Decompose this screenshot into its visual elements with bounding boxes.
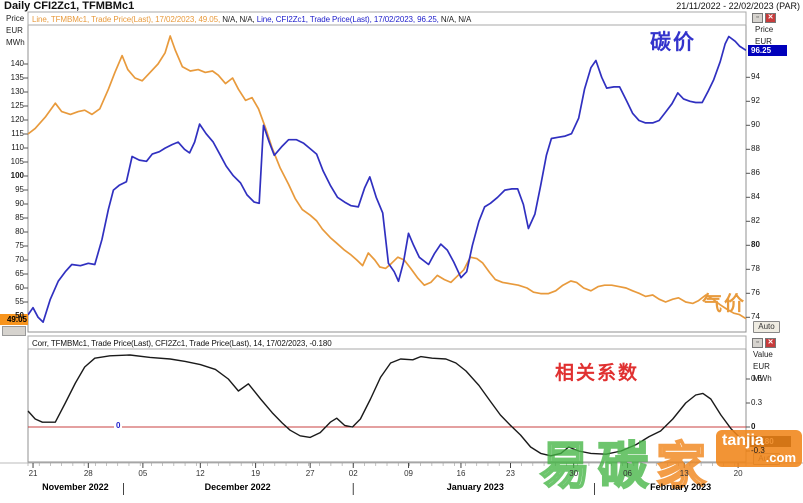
y-tick-label: 92 <box>751 96 760 106</box>
x-day-label: 27 <box>305 469 315 478</box>
y-tick-label: 78 <box>751 264 760 274</box>
x-day-label: 21 <box>28 469 38 478</box>
corr-annotation: 相关系数 <box>555 363 640 384</box>
y-tick-label: 84 <box>751 192 760 202</box>
x-day-label: 13 <box>679 469 689 478</box>
x-month-label: November 2022 <box>42 482 109 492</box>
carbon-annotation: 碳价 <box>650 31 696 54</box>
carbon-price-line <box>27 35 747 323</box>
y-tick-label: 120 <box>10 115 24 124</box>
right-axis-title-eur: EUR <box>755 37 772 46</box>
x-day-label: 16 <box>456 469 466 478</box>
x-day-label: 20 <box>733 469 743 478</box>
y-tick-label: 94 <box>751 72 760 82</box>
y-tick-label: 130 <box>10 87 24 96</box>
watermark-site-badge: tanjia .com <box>716 430 802 467</box>
y-tick-label: 65 <box>15 269 24 278</box>
restore-icon[interactable]: ▫ <box>752 13 763 23</box>
top-legend: Line, TFMBMc1, Trade Price(Last), 17/02/… <box>32 15 471 24</box>
value-axis-title-mwh: MWh <box>753 374 772 383</box>
lower-legend-box <box>27 335 747 350</box>
last-price-badge-gas: 49.05 <box>0 314 28 325</box>
watermark-char-jia: 家 <box>655 437 707 495</box>
watermark-tld: .com <box>765 450 796 465</box>
right-axis-title-price: Price <box>755 25 774 34</box>
y-tick-label: 76 <box>751 288 760 298</box>
axis-scroll-box[interactable] <box>2 326 26 336</box>
y-tick-label: -0.3 <box>751 446 765 455</box>
y-tick-label: 50 <box>15 311 24 320</box>
legend-na-2: N/A, N/A <box>438 15 472 24</box>
upper-legend-box <box>27 11 747 26</box>
x-month-label: December 2022 <box>204 482 271 492</box>
corr-legend: Corr, TFMBMc1, Trade Price(Last), CFI2Zc… <box>32 339 332 348</box>
date-range: 21/11/2022 - 22/02/2023 (PAR) <box>676 1 800 11</box>
y-tick-label: 80 <box>15 227 24 236</box>
close-icon[interactable]: ✕ <box>765 13 776 23</box>
watermark-site: tanjia <box>722 432 764 449</box>
auto-scale-button-top[interactable]: Auto <box>753 321 780 333</box>
y-tick-label: 55 <box>15 297 24 306</box>
x-day-label: 09 <box>404 469 413 478</box>
y-tick-label: 70 <box>15 255 24 264</box>
close-icon-lower[interactable]: ✕ <box>765 338 776 348</box>
zero-line-label: 0 <box>114 421 123 430</box>
watermark-char-yi: 易 <box>539 437 591 495</box>
x-day-label: 28 <box>83 469 93 478</box>
right-axis-title: Price EUR <box>755 24 773 48</box>
x-day-label: 05 <box>138 469 148 478</box>
gas-annotation: 气价 <box>702 293 746 315</box>
x-month-label: February 2023 <box>650 482 712 492</box>
y-tick-label: 95 <box>15 185 24 194</box>
x-day-label: 02 <box>348 469 358 478</box>
legend-na-1: N/A, N/A, <box>220 15 257 24</box>
left-axis-title-eur: EUR <box>6 26 23 35</box>
gas-price-line <box>27 35 747 320</box>
watermark: 易 碳 家 tanjia .com <box>539 422 803 502</box>
carbon-legend-text: Line, CFI2Zc1, Trade Price(Last), 17/02/… <box>256 15 439 24</box>
y-tick-label: 105 <box>10 157 24 166</box>
x-day-label: 12 <box>195 469 205 478</box>
correlation-line <box>27 354 747 457</box>
watermark-char-tan: 碳 <box>597 437 649 495</box>
y-tick-label: 75 <box>15 241 24 250</box>
y-tick-label: 85 <box>15 213 24 222</box>
value-axis-title-value: Value <box>753 350 773 359</box>
left-axis-title-mwh: MWh <box>6 38 25 47</box>
x-day-label: 23 <box>506 469 515 478</box>
upper-panel-border <box>27 11 747 333</box>
y-tick-label: 86 <box>751 168 760 178</box>
y-tick-label: 60 <box>15 283 24 292</box>
value-axis-title: Value EUR MWh <box>753 349 773 385</box>
y-tick-label: 0.6 <box>751 374 763 383</box>
y-tick-label: 110 <box>11 143 24 152</box>
x-month-label: January 2023 <box>446 482 504 492</box>
y-tick-label: 100 <box>10 171 24 180</box>
left-axis-title: Price EUR MWh <box>6 13 25 49</box>
y-tick-label: 80 <box>751 240 760 250</box>
y-tick-label: 0.3 <box>751 398 763 407</box>
y-tick-label: 74 <box>751 312 760 322</box>
x-day-label: 06 <box>623 469 632 478</box>
page-title: Daily CFI2Zc1, TFMBMc1 <box>4 0 135 12</box>
y-tick-label: 82 <box>751 216 760 226</box>
left-axis-title-price: Price <box>6 14 25 23</box>
y-tick-label: 140 <box>10 59 24 68</box>
y-tick-label: 0 <box>751 422 756 431</box>
y-tick-label: 135 <box>10 73 24 82</box>
y-tick-label: 90 <box>15 199 24 208</box>
x-day-label: 30 <box>569 469 579 478</box>
y-tick-label: 90 <box>751 120 760 130</box>
gas-legend-text: Line, TFMBMc1, Trade Price(Last), 17/02/… <box>32 15 221 24</box>
y-tick-label: 88 <box>751 144 760 154</box>
last-price-badge-carbon: 96.25 <box>748 45 787 56</box>
restore-icon-lower[interactable]: ▫ <box>752 338 763 348</box>
y-tick-label: 125 <box>10 101 24 110</box>
x-day-label: 19 <box>251 469 261 478</box>
value-axis-title-eur: EUR <box>753 362 770 371</box>
y-tick-label: 115 <box>11 129 24 138</box>
